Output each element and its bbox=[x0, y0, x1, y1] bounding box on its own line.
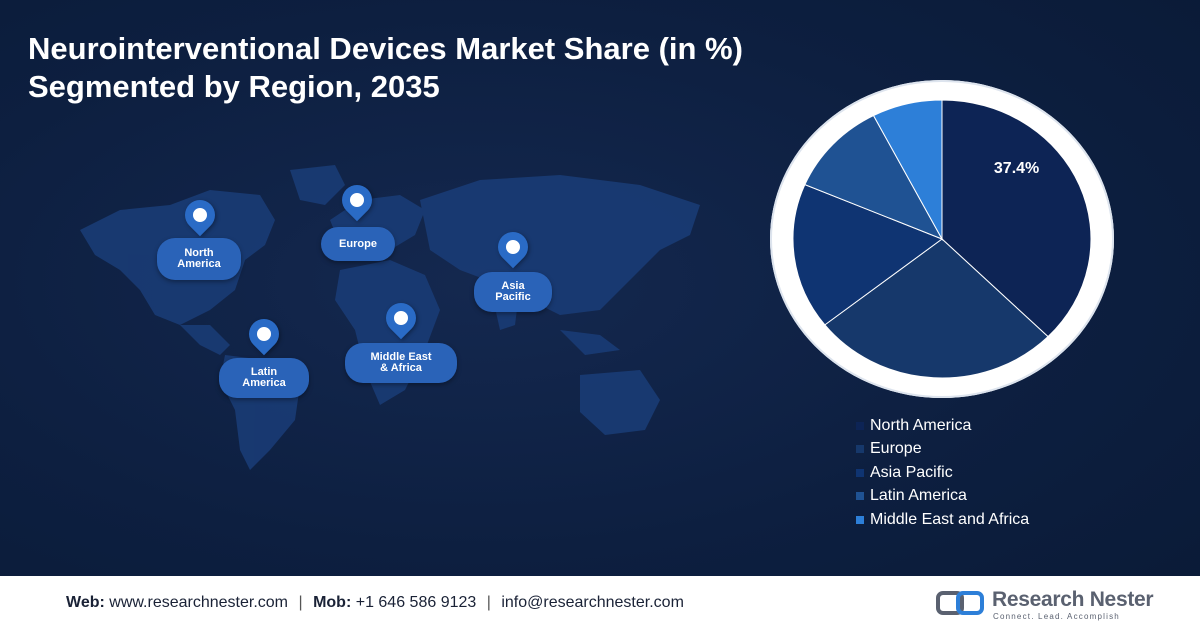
legend-swatch bbox=[856, 515, 864, 524]
middle-east-africa-label: Middle East & Africa bbox=[345, 343, 457, 383]
asia-pacific-label-line1: Asia bbox=[501, 280, 525, 292]
web-label: Web: bbox=[66, 594, 105, 611]
title-line-2: Segmented by Region, 2035 bbox=[28, 69, 440, 104]
legend-label: North America bbox=[870, 416, 972, 434]
chart-title: Neurointerventional Devices Market Share… bbox=[28, 30, 928, 106]
web-value: www.researchnester.com bbox=[109, 594, 288, 611]
latin-america-label-line1: Latin bbox=[250, 366, 278, 378]
asia-pacific-label: Asia Pacific bbox=[474, 272, 552, 312]
legend-label: Middle East and Africa bbox=[870, 510, 1030, 528]
pie-slice-latin-america bbox=[804, 114, 944, 240]
pie-chart: 37.4% bbox=[792, 99, 1092, 379]
middle-east-africa-label-line1: Middle East bbox=[370, 351, 432, 363]
footer: Web: www.researchnester.com | Mob: +1 64… bbox=[0, 576, 1200, 628]
contact-info: Web: www.researchnester.com | Mob: +1 64… bbox=[66, 594, 684, 612]
north-america-label: North America bbox=[157, 238, 241, 280]
legend-item: Middle East and Africa bbox=[856, 508, 1156, 532]
pie-data-label: 37.4% bbox=[994, 160, 1039, 177]
latin-america-label-line2: America bbox=[242, 377, 286, 389]
mob-label: Mob: bbox=[313, 594, 352, 611]
chart-legend: North America Europe Asia Pacific Latin Ame… bbox=[856, 414, 1156, 532]
legend-swatch bbox=[856, 421, 864, 430]
legend-label: Asia Pacific bbox=[870, 463, 953, 481]
legend-item: Europe bbox=[856, 438, 1156, 462]
pie-slice-middle-east-and-africa bbox=[872, 99, 943, 241]
north-america-label-line2: America bbox=[177, 258, 221, 270]
legend-label: Europe bbox=[870, 440, 922, 458]
legend-swatch bbox=[856, 468, 864, 477]
north-america-label-line1: North bbox=[184, 247, 214, 259]
pie-slice-europe bbox=[824, 238, 1049, 379]
pie-slice-north-america bbox=[941, 99, 1092, 338]
email-value: info@researchnester.com bbox=[501, 594, 684, 611]
middle-east-africa-label-line2: & Africa bbox=[380, 362, 422, 374]
separator: | bbox=[298, 594, 303, 611]
legend-item: North America bbox=[856, 414, 1156, 438]
logo-tagline: Connect. Lead. Accomplish bbox=[993, 612, 1120, 621]
legend-item: Latin America bbox=[856, 485, 1156, 509]
legend-swatch bbox=[856, 492, 864, 501]
pie-slice-asia-pacific bbox=[792, 183, 944, 326]
latin-america-label: Latin America bbox=[219, 358, 309, 398]
legend-label: Latin America bbox=[870, 487, 967, 505]
separator: | bbox=[486, 594, 491, 611]
title-line-1: Neurointerventional Devices Market Share… bbox=[28, 31, 743, 66]
europe-label: Europe bbox=[321, 227, 395, 261]
legend-item: Asia Pacific bbox=[856, 461, 1156, 485]
asia-pacific-label-line2: Pacific bbox=[495, 291, 531, 303]
mob-value: +1 646 586 9123 bbox=[355, 594, 477, 611]
logo-name: Research Nester bbox=[992, 588, 1154, 611]
research-nester-logo: Research Nester Connect. Lead. Accomplis… bbox=[936, 586, 1156, 621]
europe-label-text: Europe bbox=[339, 237, 377, 250]
logo-mark-icon bbox=[936, 591, 984, 615]
legend-swatch bbox=[856, 445, 864, 454]
